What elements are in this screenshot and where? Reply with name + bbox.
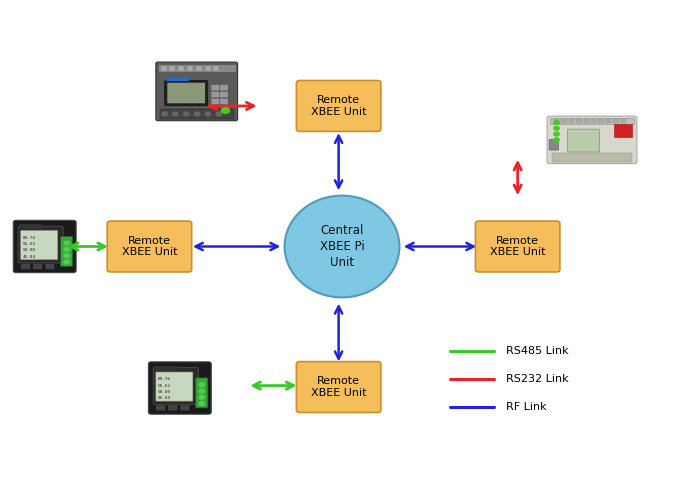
Text: Central
XBEE Pi
Unit: Central XBEE Pi Unit xyxy=(319,224,365,269)
Bar xyxy=(591,119,596,123)
FancyBboxPatch shape xyxy=(211,85,220,91)
Circle shape xyxy=(199,383,205,387)
Text: RF Link: RF Link xyxy=(506,402,547,412)
Circle shape xyxy=(64,241,69,245)
FancyBboxPatch shape xyxy=(549,140,559,150)
Bar xyxy=(562,119,566,123)
Circle shape xyxy=(554,132,560,136)
Bar xyxy=(166,76,189,81)
Text: Remote
XBEE Unit: Remote XBEE Unit xyxy=(311,376,367,398)
FancyBboxPatch shape xyxy=(567,129,600,152)
FancyBboxPatch shape xyxy=(21,263,30,269)
Circle shape xyxy=(554,126,560,130)
FancyBboxPatch shape xyxy=(296,361,381,413)
Bar xyxy=(614,119,619,123)
Bar xyxy=(620,119,626,123)
FancyBboxPatch shape xyxy=(165,80,208,106)
Ellipse shape xyxy=(285,196,399,297)
Text: 89.76: 89.76 xyxy=(158,377,171,382)
FancyBboxPatch shape xyxy=(475,221,560,272)
Bar xyxy=(158,64,235,72)
FancyBboxPatch shape xyxy=(211,99,220,104)
Text: 89.76: 89.76 xyxy=(23,236,36,240)
Text: RS232 Link: RS232 Link xyxy=(506,374,569,384)
FancyBboxPatch shape xyxy=(156,62,237,121)
Circle shape xyxy=(554,120,560,124)
FancyBboxPatch shape xyxy=(180,405,189,411)
Circle shape xyxy=(64,254,69,258)
Bar xyxy=(161,67,167,71)
FancyBboxPatch shape xyxy=(21,231,57,260)
FancyBboxPatch shape xyxy=(45,263,55,269)
FancyBboxPatch shape xyxy=(153,368,198,404)
Bar xyxy=(170,67,176,71)
Circle shape xyxy=(199,402,205,405)
Circle shape xyxy=(173,112,178,116)
Bar xyxy=(18,224,42,229)
FancyBboxPatch shape xyxy=(156,405,166,411)
Text: 46.84: 46.84 xyxy=(23,255,36,259)
Text: 50.00: 50.00 xyxy=(158,390,171,394)
Circle shape xyxy=(162,112,168,116)
FancyBboxPatch shape xyxy=(18,226,63,263)
Bar xyxy=(606,119,611,123)
Bar xyxy=(598,119,604,123)
Bar xyxy=(583,119,589,123)
Bar xyxy=(160,108,233,119)
Bar xyxy=(554,119,560,123)
Circle shape xyxy=(64,260,69,264)
Bar xyxy=(552,153,632,162)
Text: 55.62: 55.62 xyxy=(23,242,36,246)
Circle shape xyxy=(199,389,205,393)
FancyBboxPatch shape xyxy=(547,116,637,164)
Text: RS485 Link: RS485 Link xyxy=(506,346,569,356)
Circle shape xyxy=(194,112,200,116)
Circle shape xyxy=(183,112,189,116)
Bar xyxy=(196,67,202,71)
Bar xyxy=(213,67,220,71)
FancyBboxPatch shape xyxy=(33,263,42,269)
Text: 55.62: 55.62 xyxy=(158,384,171,387)
FancyBboxPatch shape xyxy=(220,99,228,104)
FancyBboxPatch shape xyxy=(168,405,177,411)
FancyBboxPatch shape xyxy=(296,80,381,132)
Text: Remote
XBEE Unit: Remote XBEE Unit xyxy=(122,236,177,257)
Circle shape xyxy=(64,247,69,251)
Text: Remote
XBEE Unit: Remote XBEE Unit xyxy=(490,236,545,257)
Bar xyxy=(187,67,193,71)
Circle shape xyxy=(222,107,230,113)
Bar xyxy=(576,119,581,123)
Circle shape xyxy=(554,138,560,142)
Bar xyxy=(614,124,631,138)
FancyBboxPatch shape xyxy=(220,92,228,98)
Circle shape xyxy=(199,395,205,399)
Bar xyxy=(178,67,184,71)
Text: Remote
XBEE Unit: Remote XBEE Unit xyxy=(311,95,367,117)
FancyBboxPatch shape xyxy=(168,83,205,103)
FancyBboxPatch shape xyxy=(220,85,228,91)
Bar xyxy=(550,118,634,124)
Text: 50.00: 50.00 xyxy=(23,248,36,252)
Bar xyxy=(205,67,211,71)
FancyBboxPatch shape xyxy=(148,362,211,414)
Circle shape xyxy=(205,112,211,116)
Text: 46.84: 46.84 xyxy=(158,396,171,400)
FancyBboxPatch shape xyxy=(196,378,208,408)
FancyBboxPatch shape xyxy=(13,220,76,273)
FancyBboxPatch shape xyxy=(61,236,73,266)
FancyBboxPatch shape xyxy=(107,221,192,272)
FancyBboxPatch shape xyxy=(211,92,220,98)
Bar xyxy=(568,119,574,123)
Bar xyxy=(154,366,176,371)
FancyBboxPatch shape xyxy=(156,372,193,401)
Circle shape xyxy=(216,112,222,116)
